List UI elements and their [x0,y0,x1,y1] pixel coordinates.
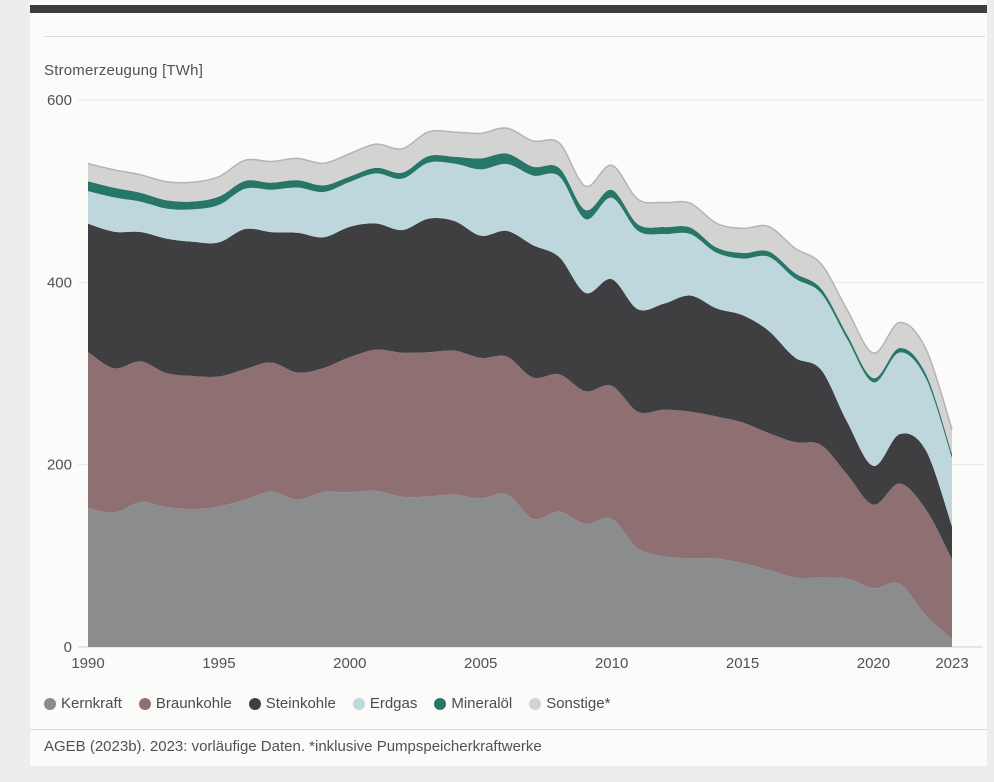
x-tick-label: 2023 [935,655,968,672]
area-kernkraft [88,490,952,647]
legend-item-mineraloel: Mineralöl [434,695,512,712]
legend-item-braunkohle: Braunkohle [138,695,232,712]
legend-label: Sonstige* [546,695,611,712]
footer-divider [30,729,987,730]
legend-item-kernkraft: Kernkraft [44,695,122,712]
legend-dot-sonstige [529,697,542,710]
card-top-bar [30,5,987,13]
legend-label: Steinkohle [265,695,336,712]
legend-dot-kernkraft [44,697,56,710]
x-tick-label: 1990 [71,655,104,672]
legend-item-steinkohle: Steinkohle [248,695,336,712]
legend-dot-braunkohle [138,697,151,710]
legend-label: Mineralöl [451,695,513,712]
y-tick-label: 0 [64,639,72,656]
stack-outline [87,127,953,430]
source-note: AGEB (2023b). 2023: vorläufige Daten. *i… [44,738,542,755]
x-tick-label: 2020 [857,655,890,672]
legend-dot-steinkohle [248,697,261,710]
legend-dot-erdgas [352,697,365,710]
top-divider [45,36,985,37]
legend-dot-mineraloel [434,697,447,710]
x-tick-label: 2010 [595,655,628,672]
x-tick-label: 1995 [202,655,235,672]
y-tick-label: 400 [47,274,72,291]
legend-item-sonstige: Sonstige* [529,695,610,712]
area-steinkohle [88,218,952,560]
x-tick-label: 2015 [726,655,759,672]
legend: Kernkraft Braunkohle Steinkohle Erdgas Miner… [44,695,610,712]
legend-item-erdgas: Erdgas [352,695,418,712]
y-tick-label: 200 [47,457,72,474]
y-axis-title: Stromerzeugung [TWh] [44,62,204,79]
area-braunkohle [88,349,952,639]
x-tick-label: 2005 [464,655,497,672]
y-tick-label: 600 [47,92,72,109]
legend-label: Erdgas [369,695,418,712]
stacked-area-chart: 0 200 400 600 1990 1995 2000 2005 2010 2015 2020 20… [47,92,983,672]
legend-label: Braunkohle [155,695,232,712]
area-erdgas [88,161,952,527]
x-tick-label: 2000 [333,655,366,672]
legend-label: Kernkraft [61,695,122,712]
chart-card: Stromerzeugung [TWh] 0 200 400 600 1990 1995 2… [30,0,987,766]
